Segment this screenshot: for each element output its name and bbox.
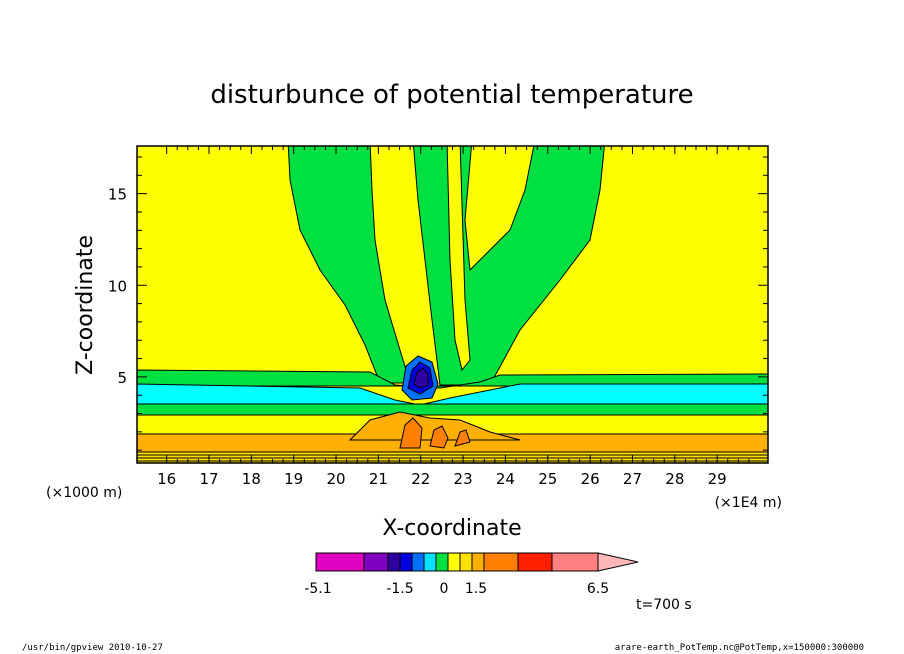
colorbar-label-3: 1.5 <box>465 581 487 597</box>
colorbar-swatch-2 <box>387 552 401 572</box>
x-tick-label-17: 17 <box>199 470 218 488</box>
x-tick-label-24: 24 <box>496 470 515 488</box>
contour-hot-spot <box>399 417 423 449</box>
x-axis: 16 17 18 19 20 21 22 23 24 25 26 27 28 29 <box>157 146 750 488</box>
contour-hot-spot-2 <box>429 425 449 449</box>
colorbar-swatch-3 <box>399 552 413 572</box>
contour-field <box>137 146 768 463</box>
contour-plume-gap <box>446 146 471 372</box>
colorbar-swatch-6 <box>435 552 449 572</box>
colorbar-label-0: -5.1 <box>304 581 331 597</box>
contour-cold-inner <box>413 367 429 389</box>
y-tick-label-15: 15 <box>108 186 127 204</box>
colorbar-arrow <box>597 552 639 572</box>
colorbar <box>315 552 639 572</box>
x-tick-label-22: 22 <box>411 470 430 488</box>
y-axis: 5 10 15 <box>108 156 768 451</box>
colorbar-swatch-12 <box>551 552 599 572</box>
colorbar-swatch-1 <box>363 552 389 572</box>
colorbar-swatch-8 <box>459 552 473 572</box>
y-axis-label: Z-coordinate <box>73 235 98 375</box>
time-label: t=700 s <box>636 597 692 613</box>
chart-title: disturbunce of potential temperature <box>210 80 693 110</box>
colorbar-swatch-0 <box>315 552 365 572</box>
x-tick-label-20: 20 <box>326 470 345 488</box>
x-tick-label-25: 25 <box>538 470 557 488</box>
contour-band-green-lower <box>137 403 768 416</box>
x-tick-label-21: 21 <box>369 470 388 488</box>
x-tick-label-28: 28 <box>665 470 684 488</box>
colorbar-swatch-5 <box>423 552 437 572</box>
x-tick-label-23: 23 <box>454 470 473 488</box>
x-tick-label-27: 27 <box>623 470 642 488</box>
colorbar-labels: -5.1 -1.5 0 1.5 6.5 <box>304 581 609 597</box>
x-tick-label-29: 29 <box>708 470 727 488</box>
x-tick-label-16: 16 <box>157 470 176 488</box>
colorbar-label-2: 0 <box>440 581 449 597</box>
x-tick-label-19: 19 <box>284 470 303 488</box>
footer-right: arare-earth_PotTemp.nc@PotTemp,x=150000:… <box>615 643 864 653</box>
y-tick-label-10: 10 <box>108 277 127 295</box>
footer-left: /usr/bin/gpview 2010-10-27 <box>22 643 163 653</box>
colorbar-swatch-7 <box>447 552 461 572</box>
x-axis-label: X-coordinate <box>382 516 521 541</box>
x-tick-label-18: 18 <box>242 470 261 488</box>
colorbar-label-4: 6.5 <box>587 581 609 597</box>
y-tick-label-5: 5 <box>117 369 127 387</box>
colorbar-swatch-11 <box>517 552 553 572</box>
x-tick-label-26: 26 <box>581 470 600 488</box>
colorbar-swatch-9 <box>471 552 485 572</box>
contour-hot-spot-3 <box>454 429 471 447</box>
contour-warm-core <box>348 411 521 441</box>
x-unit-right: (×1E4 m) <box>715 495 782 511</box>
x-unit-left: (×1000 m) <box>46 485 122 501</box>
colorbar-swatch-4 <box>411 552 425 572</box>
colorbar-swatch-10 <box>483 552 519 572</box>
colorbar-label-1: -1.5 <box>386 581 413 597</box>
contour-plume-left <box>287 146 411 384</box>
